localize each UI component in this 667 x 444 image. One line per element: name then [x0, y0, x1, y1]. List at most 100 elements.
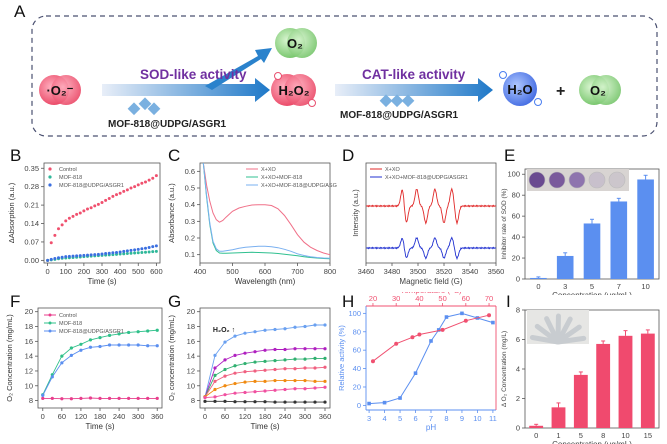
point-s7 — [223, 399, 227, 403]
point-MOF-818@UDPG/ASGR1 — [144, 246, 147, 250]
y-axis-label: Inhibitor rate of SOD (%) — [501, 188, 508, 259]
line-pH — [369, 312, 494, 405]
point-s2 — [223, 358, 227, 362]
x-tick-label: 120 — [239, 412, 252, 421]
point-Control — [69, 397, 73, 401]
point-MOF-818 — [98, 336, 102, 340]
y-tick-label: 10 — [25, 381, 33, 390]
x-tick-label: 1 — [556, 431, 560, 440]
point-s5 — [303, 378, 307, 383]
point-s4 — [313, 366, 317, 370]
x-tick-label: 3 — [367, 414, 371, 423]
point-s2 — [313, 347, 317, 351]
point-MOF-818@UDPG/ASGR1 — [107, 343, 112, 347]
point-pH — [491, 320, 495, 325]
y-tick-label: 20 — [25, 307, 33, 316]
point-s3 — [253, 360, 257, 364]
x-tick-label: 400 — [194, 267, 207, 276]
point-MOF-818@UDPG/ASGR1 — [41, 393, 45, 398]
point-s6 — [223, 393, 227, 397]
x-tick-label: 500 — [226, 267, 239, 276]
point-s1 — [213, 353, 217, 358]
point-MOF-818 — [136, 330, 140, 334]
x-tick-label: 500 — [132, 267, 145, 276]
y-axis-label: O₂ concentration (mg/mL) — [167, 315, 176, 401]
x-tick-label: 10 — [621, 431, 629, 440]
point-MOF-818@UDPG/ASGR1 — [133, 248, 137, 252]
point-s5 — [233, 381, 237, 386]
point-Control — [41, 396, 45, 400]
point-MOF-818 — [151, 250, 155, 254]
y-tick-label: 0 — [357, 401, 361, 410]
point-MOF-818@UDPG/ASGR1 — [57, 256, 60, 260]
x-tick-label: 3500 — [410, 267, 427, 276]
point-s1 — [263, 328, 267, 332]
point-s7 — [303, 400, 307, 404]
bar — [530, 277, 547, 279]
point-MOF-818 — [69, 346, 73, 350]
point-s7 — [283, 400, 287, 404]
point-MOF-818@UDPG/ASGR1 — [75, 254, 79, 258]
point-s3 — [283, 358, 287, 362]
panel-label-f: F — [10, 292, 21, 311]
chart-f-o2-concentration: 0 60 120 180 240 300 360 8 10 12 14 16 18 20 Time (s) O… — [5, 307, 163, 431]
point-s6 — [243, 390, 247, 395]
point-s6 — [313, 386, 317, 390]
point-s4 — [253, 369, 257, 373]
point-s3 — [243, 361, 247, 366]
point-Control — [64, 219, 68, 223]
x-tick-label: 4 — [382, 414, 386, 423]
point-MOF-818@UDPG/ASGR1 — [96, 252, 100, 256]
point-MOF-818@UDPG/ASGR1 — [49, 257, 53, 261]
point-s2 — [303, 347, 307, 351]
h2o2-label: H₂O₂ — [278, 83, 309, 98]
y-tick-label: 6 — [516, 335, 520, 344]
point-MOF-818 — [125, 252, 129, 256]
y-tick-label: 10 — [187, 381, 195, 390]
y-tick-label: 14 — [187, 352, 195, 361]
point-s4 — [263, 368, 267, 372]
point-Control — [127, 396, 131, 400]
point-s2 — [273, 347, 277, 352]
line-MOF-818@UDPG/ASGR1 — [42, 344, 158, 396]
chart-d-epr: 3460 3480 3500 3520 3540 3560 Magnetic field (… — [351, 162, 504, 286]
point-MOF-818@UDPG/ASGR1 — [125, 249, 129, 253]
panel-label-g: G — [168, 292, 182, 311]
x-tick-label: 5 — [590, 282, 594, 291]
point-pH — [460, 311, 464, 316]
panel-label-e: E — [504, 146, 516, 165]
point-MOF-818@UDPG/ASGR1 — [60, 255, 64, 259]
line-Temperature — [372, 314, 490, 362]
point-MOF-818 — [147, 250, 151, 254]
point-MOF-818@UDPG/ASGR1 — [88, 345, 93, 349]
point-s1 — [253, 330, 257, 334]
point-Temperature — [487, 313, 492, 318]
point-MOF-818@UDPG/ASGR1 — [136, 343, 140, 347]
plus-sign: + — [556, 83, 565, 100]
point-Control — [107, 197, 111, 201]
h2o2-annotation: H₂O₂ ↑ — [213, 327, 235, 334]
x-tick-label: 360 — [319, 412, 332, 421]
point-MOF-818 — [144, 250, 147, 254]
legend-marker — [48, 313, 52, 317]
catalyst-label-cat: MOF-818@UDPG/ASGR1 — [340, 110, 459, 121]
y-tick-label: 40 — [512, 233, 520, 242]
point-Control — [60, 223, 64, 227]
x-tick-label: 15 — [644, 431, 652, 440]
x2-tick-label: 60 — [462, 294, 470, 303]
y-axis-label: Absorbance (a.u.) — [167, 183, 176, 243]
point-Control — [82, 209, 86, 213]
x-tick-label: 3480 — [384, 267, 401, 276]
point-Control — [154, 174, 158, 178]
point-MOF-818@UDPG/ASGR1 — [50, 375, 54, 379]
x-tick-label: 8 — [444, 414, 448, 423]
point-MOF-818@UDPG/ASGR1 — [122, 249, 126, 253]
point-s4 — [223, 374, 227, 378]
point-MOF-818@UDPG/ASGR1 — [86, 253, 89, 257]
point-s3 — [213, 373, 217, 378]
point-MOF-818@UDPG/ASGR1 — [118, 250, 122, 254]
y-tick-label: 0.6 — [185, 167, 195, 176]
point-pH — [413, 371, 418, 375]
x-tick-label: 0 — [534, 431, 538, 440]
x-tick-label: 10 — [473, 414, 481, 423]
